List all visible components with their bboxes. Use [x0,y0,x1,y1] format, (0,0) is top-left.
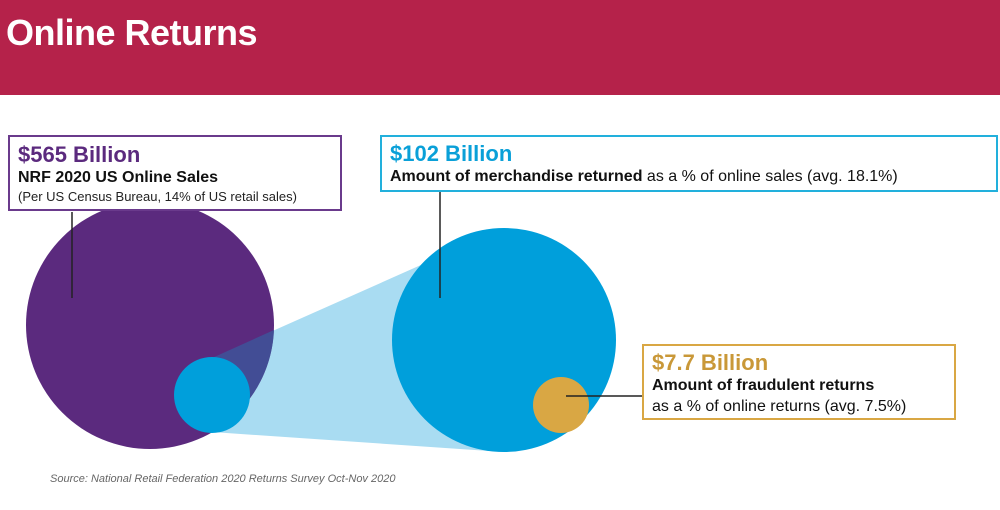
returns-amount: $102 Billion [390,141,513,166]
source-note: Source: National Retail Federation 2020 … [50,473,396,485]
fraud-circle [533,377,589,433]
sales-note: (Per US Census Bureau, 14% of US retail … [18,189,297,204]
returned-portion-circle [174,357,250,433]
header-banner: Online Returns [0,0,1000,95]
online-sales-callout: $565 Billion NRF 2020 US Online Sales (P… [8,135,342,211]
returns-label: Amount of merchandise returned as a % of… [390,166,996,187]
fraud-label-rest: as a % of online returns (avg. 7.5%) [652,398,907,415]
sales-amount: $565 Billion [18,142,141,167]
returns-callout: $102 Billion Amount of merchandise retur… [380,135,998,192]
page-title: Online Returns [6,12,258,53]
returns-label-bold: Amount of merchandise returned [390,168,643,185]
sales-label: NRF 2020 US Online Sales [18,169,219,186]
fraud-label-bold: Amount of fraudulent returns [652,377,875,394]
fraud-callout: $7.7 Billion Amount of fraudulent return… [642,344,956,420]
returns-label-rest: as a % of online sales (avg. 18.1%) [642,168,898,185]
fraud-amount: $7.7 Billion [652,350,769,375]
